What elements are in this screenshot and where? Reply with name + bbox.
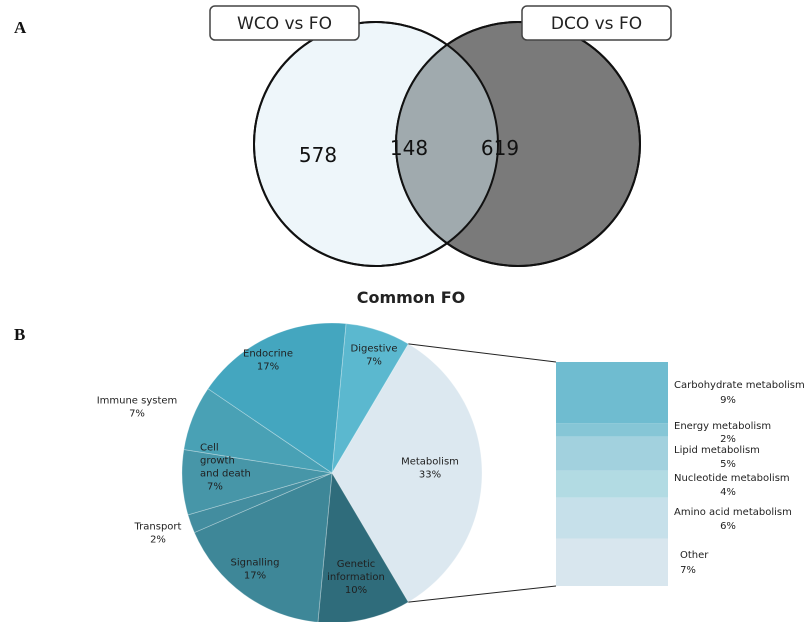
pie-slice-metabolism <box>331 343 483 603</box>
venn-set-label-2: DCO vs FO <box>551 14 642 34</box>
bar-label-energy-metabolism-percent: 2% <box>720 434 736 445</box>
venn-diagram: WCO vs FO DCO vs FO 578 148 619 <box>209 5 672 267</box>
pie-label-cell-growth-and-death-line-3: and death <box>200 469 251 480</box>
venn-circle-left-outline <box>253 21 499 267</box>
bar-label-amino-acid-metabolism-percent: 6% <box>720 521 736 532</box>
bar-segment-nucleotide-metabolism <box>556 470 668 498</box>
pie-slice-signalling <box>193 472 333 622</box>
pie-label-digestive-line-1: Digestive <box>351 344 398 355</box>
bar-segment-energy-metabolism <box>556 423 668 437</box>
connector-line-top <box>408 343 557 363</box>
bar-label-carbohydrate-metabolism: Carbohydrate metabolism <box>674 380 805 391</box>
pie-label-immune-system-line-1: Immune system <box>97 396 178 407</box>
venn-set-label-box-1 <box>209 5 360 41</box>
pie-label-metabolism-line-1: Metabolism <box>401 457 459 468</box>
pie-slice-immune-system <box>183 388 333 474</box>
pie-label-immune-system-percent: 7% <box>129 409 145 420</box>
pie-label-endocrine-percent: 17% <box>257 362 279 373</box>
pie-label-cell-growth-and-death-line-1: Cell <box>200 443 219 454</box>
bar-segment-other <box>556 538 668 586</box>
bar-segment-amino-acid-metabolism <box>556 497 668 539</box>
pie-label-transport-line-1: Transport <box>134 522 182 533</box>
metabolism-breakdown-bar: Carbohydrate metabolism 9% Energy metaboli… <box>556 362 805 586</box>
pie-label-genetic-information-line-1: Genetic <box>337 559 376 570</box>
venn-circle-right-outline <box>395 21 641 267</box>
pie-label-transport-percent: 2% <box>150 535 166 546</box>
pie-label-genetic-information-percent: 10% <box>345 585 367 596</box>
connector-lines <box>408 343 557 603</box>
pie-slice-digestive <box>331 323 409 474</box>
pie-slice-endocrine <box>207 322 347 474</box>
bar-label-energy-metabolism: Energy metabolism <box>674 421 771 432</box>
pie-slice-genetic-information <box>317 471 409 622</box>
connector-line-bottom <box>408 585 557 603</box>
bar-label-nucleotide-metabolism-percent: 4% <box>720 487 736 498</box>
panel-a-letter: A <box>14 18 27 37</box>
pie-label-genetic-information-line-2: information <box>327 572 385 583</box>
bar-segment-lipid-metabolism <box>556 436 668 471</box>
pie-label-cell-growth-and-death-line-2: growth <box>200 456 235 467</box>
bar-segment-carbohydrate-metabolism <box>556 362 668 424</box>
pie-label-digestive-percent: 7% <box>366 357 382 368</box>
venn-count-left-only: 578 <box>299 143 337 167</box>
venn-count-right-only: 619 <box>481 136 519 160</box>
bar-label-other: Other <box>680 550 709 561</box>
bar-label-nucleotide-metabolism: Nucleotide metabolism <box>674 473 790 484</box>
pie-slice-transport <box>187 472 333 534</box>
pie-label-endocrine-line-1: Endocrine <box>243 349 293 360</box>
pie-title: Common FO <box>357 288 466 307</box>
pie-label-metabolism-percent: 33% <box>419 470 441 481</box>
bar-label-lipid-metabolism-percent: 5% <box>720 459 736 470</box>
venn-set-label-box-2 <box>521 5 672 41</box>
bar-label-amino-acid-metabolism: Amino acid metabolism <box>674 507 792 518</box>
pie-chart: Metabolism 33% Genetic information 10% Signal… <box>97 322 483 622</box>
pie-label-signalling-line-1: Signalling <box>231 558 280 569</box>
pie-label-signalling-percent: 17% <box>244 571 266 582</box>
panel-b-letter: B <box>14 325 25 344</box>
venn-intersection <box>396 22 498 266</box>
venn-set-label-1: WCO vs FO <box>237 14 332 34</box>
pie-slice-cell-growth-and-death <box>181 449 333 516</box>
pie-label-cell-growth-and-death-percent: 7% <box>207 482 223 493</box>
venn-count-intersection: 148 <box>390 136 428 160</box>
bar-label-lipid-metabolism: Lipid metabolism <box>674 445 760 456</box>
bar-label-other-percent: 7% <box>680 565 696 576</box>
bar-label-carbohydrate-metabolism-percent: 9% <box>720 395 736 406</box>
